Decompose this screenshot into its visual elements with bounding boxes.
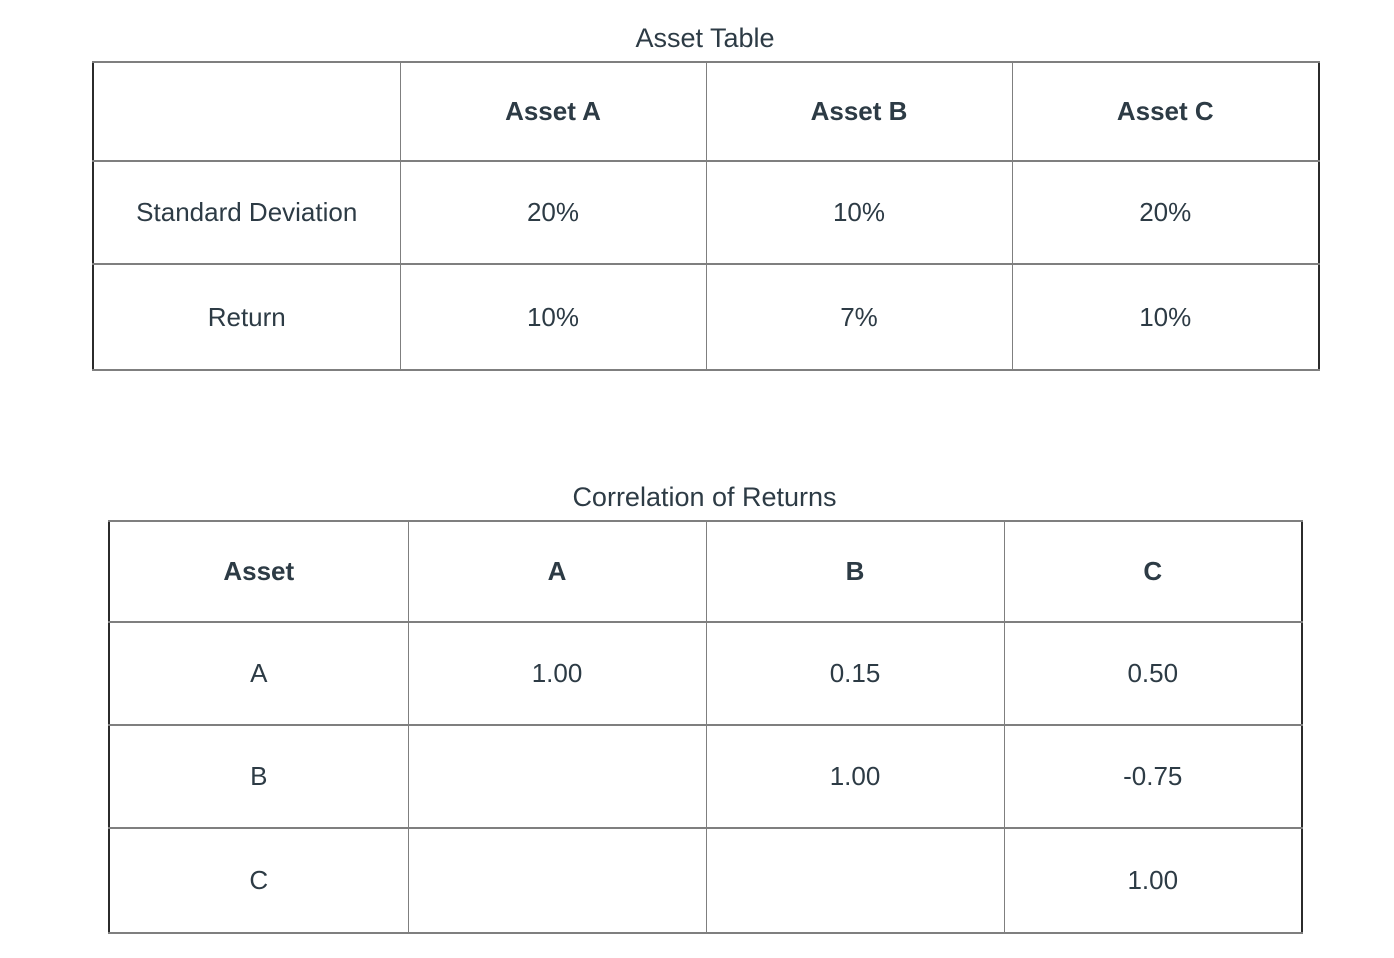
correlation-row-b: B 1.00 -0.75: [108, 724, 1303, 829]
asset-table-row-std-dev: Standard Deviation 20% 10% 20%: [92, 160, 1320, 265]
correlation-header-asset: Asset: [108, 520, 409, 623]
correlation-table-title: Correlation of Returns: [572, 482, 837, 512]
row-label-return: Return: [92, 263, 401, 371]
asset-table-row-return: Return 10% 7% 10%: [92, 263, 1320, 371]
asset-table-header-row: Asset A Asset B Asset C: [92, 61, 1320, 162]
corr-c-b: [705, 827, 1005, 934]
correlation-header-a: A: [407, 520, 707, 623]
corr-c-a: [407, 827, 707, 934]
row-label-a: A: [108, 621, 409, 726]
std-dev-asset-c: 20%: [1011, 160, 1320, 265]
return-asset-b: 7%: [705, 263, 1013, 371]
corr-a-a: 1.00: [407, 621, 707, 726]
correlation-table: Asset A B C A 1.00 0.15 0.50 B 1.00 -0.7…: [108, 520, 1303, 934]
std-dev-asset-a: 20%: [399, 160, 707, 265]
return-asset-a: 10%: [399, 263, 707, 371]
correlation-table-header-row: Asset A B C: [108, 520, 1303, 623]
correlation-row-a: A 1.00 0.15 0.50: [108, 621, 1303, 726]
asset-table-header-asset-b: Asset B: [705, 61, 1013, 162]
asset-table: Asset A Asset B Asset C Standard Deviati…: [92, 61, 1320, 371]
corr-c-c: 1.00: [1003, 827, 1303, 934]
corr-b-b: 1.00: [705, 724, 1005, 829]
row-label-c: C: [108, 827, 409, 934]
corr-b-c: -0.75: [1003, 724, 1303, 829]
correlation-header-c: C: [1003, 520, 1303, 623]
asset-table-title: Asset Table: [635, 23, 775, 53]
corr-a-c: 0.50: [1003, 621, 1303, 726]
correlation-row-c: C 1.00: [108, 827, 1303, 934]
asset-table-header-asset-c: Asset C: [1011, 61, 1320, 162]
row-label-b: B: [108, 724, 409, 829]
asset-table-header-asset-a: Asset A: [399, 61, 707, 162]
correlation-header-b: B: [705, 520, 1005, 623]
corr-a-b: 0.15: [705, 621, 1005, 726]
row-label-standard-deviation: Standard Deviation: [92, 160, 401, 265]
std-dev-asset-b: 10%: [705, 160, 1013, 265]
corr-b-a: [407, 724, 707, 829]
asset-table-corner-cell: [92, 61, 401, 162]
return-asset-c: 10%: [1011, 263, 1320, 371]
